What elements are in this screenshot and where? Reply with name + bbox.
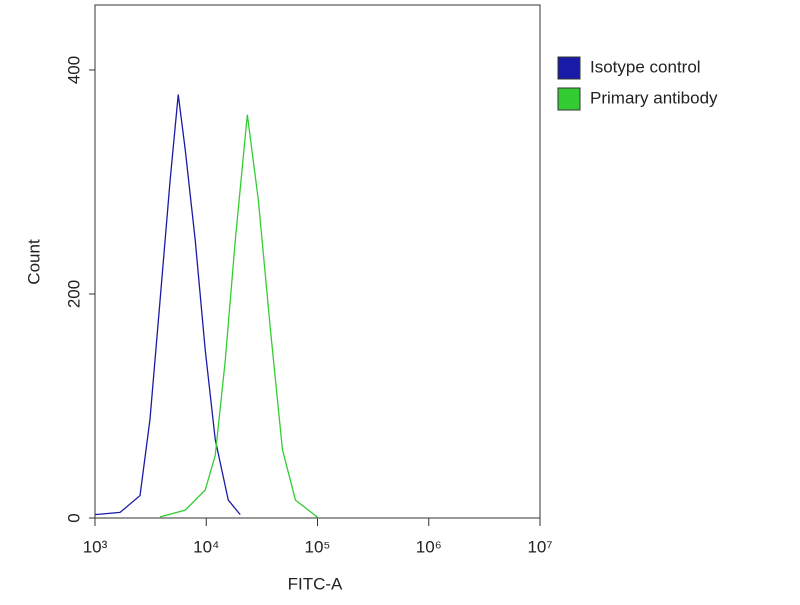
series-line [94, 94, 241, 516]
y-tick-label: 400 [64, 56, 83, 84]
x-tick-label: 10⁶ [416, 537, 442, 556]
x-tick-label: 10³ [83, 537, 108, 556]
legend-swatch [557, 87, 581, 111]
x-axis-label: FITC-A [288, 574, 343, 593]
y-tick-label: 0 [64, 513, 83, 522]
legend-swatch [557, 56, 581, 80]
series-line [159, 114, 319, 519]
y-tick-label: 200 [64, 280, 83, 308]
legend-label: Isotype control [590, 57, 701, 76]
x-tick-label: 10⁵ [305, 537, 331, 556]
y-axis-label: Count [24, 239, 43, 285]
x-tick-label: 10⁴ [193, 537, 219, 556]
plot-frame [94, 4, 541, 519]
x-tick-label: 10⁷ [527, 537, 552, 556]
legend-label: Primary antibody [590, 88, 718, 107]
